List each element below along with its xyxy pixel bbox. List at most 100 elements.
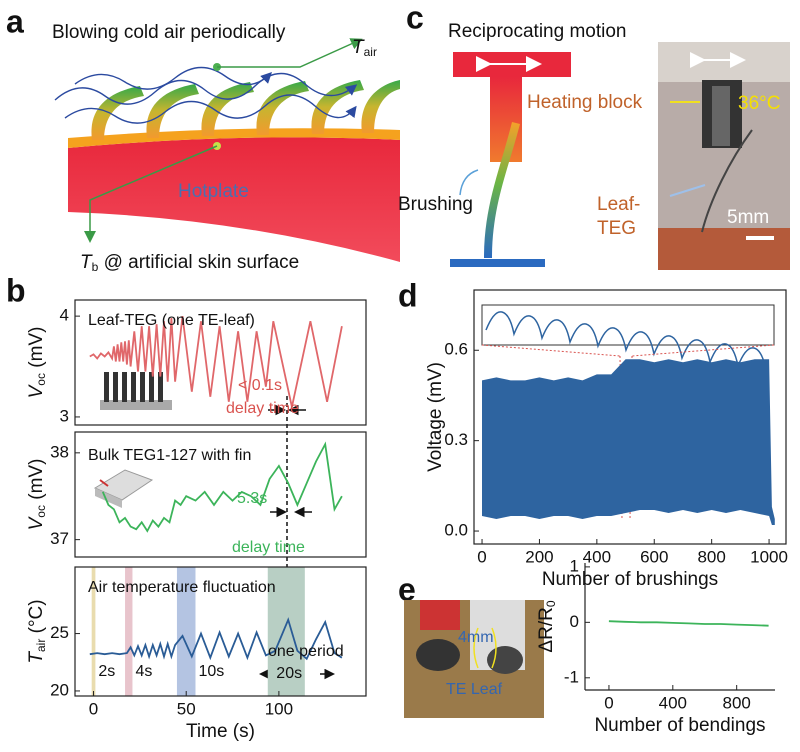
highlight-band bbox=[267, 567, 305, 696]
photo-part bbox=[712, 86, 730, 146]
annotation: Bulk TEG1-127 with fin bbox=[88, 447, 251, 464]
y-tick-label: 0.0 bbox=[444, 521, 468, 540]
plot-frame bbox=[74, 431, 367, 558]
annotation: 5.3s bbox=[237, 490, 267, 507]
panel-a: a Blowing cold air periodically Tair Hot… bbox=[6, 3, 400, 274]
y-axis-label-part: ΔR/R bbox=[536, 607, 557, 652]
e-photo bbox=[404, 600, 544, 718]
data-band bbox=[482, 359, 775, 525]
highlight-label: 2s bbox=[98, 663, 115, 680]
data-line bbox=[89, 315, 343, 408]
x-tick-label: 50 bbox=[177, 699, 196, 718]
y-axis-label-part: (mV) bbox=[26, 327, 47, 373]
x-tick-label: 1000 bbox=[750, 547, 788, 566]
highlight-band bbox=[91, 567, 96, 696]
label: TEG bbox=[597, 218, 636, 239]
y-tick-label: 38 bbox=[50, 442, 69, 461]
y-axis-label-part: air bbox=[34, 639, 48, 652]
x-tick-label: 400 bbox=[583, 547, 611, 566]
y-tick-label: 4 bbox=[60, 306, 69, 325]
photo-part bbox=[658, 228, 790, 270]
plot-frame bbox=[473, 289, 787, 545]
y-axis-label-part: oc bbox=[34, 505, 48, 518]
y-axis-label-part: oc bbox=[34, 373, 48, 386]
chart: 0.0 0.3 0.6 0 200 400 600 800 1000 Number of brus… bbox=[425, 289, 788, 590]
x-tick-label: 0 bbox=[89, 699, 98, 718]
label: 36°C bbox=[738, 93, 780, 114]
heatsink-inset bbox=[93, 469, 154, 508]
plot-frame bbox=[74, 566, 367, 697]
y-tick-label: 0.6 bbox=[444, 340, 468, 359]
y-tick-label: 3 bbox=[60, 406, 69, 425]
annotation: Leaf-TEG (one TE-leaf) bbox=[88, 312, 255, 329]
x-tick-label: 800 bbox=[697, 547, 725, 566]
chart: 2s 4s 10s 20s 20 25 0 50 100 Time (s) Tair (°C) Air… bbox=[26, 566, 367, 742]
zoom-lines bbox=[481, 344, 775, 521]
annotation: one period bbox=[268, 643, 344, 660]
hotplate bbox=[68, 137, 400, 262]
label: TE Leaf bbox=[446, 681, 503, 698]
annotation: delay time bbox=[232, 539, 305, 556]
data-line bbox=[89, 617, 343, 661]
data-line bbox=[608, 620, 769, 627]
y-tick-label: 0.3 bbox=[444, 430, 468, 449]
text: @ artificial skin surface bbox=[98, 252, 299, 273]
base bbox=[450, 259, 545, 267]
y-axis-label: Tair (°C) bbox=[26, 599, 48, 663]
panel-letter: d bbox=[398, 277, 418, 313]
y-axis-label: Voc (mV) bbox=[26, 327, 48, 399]
plot-frame bbox=[74, 299, 367, 426]
leaves bbox=[91, 80, 400, 140]
label: Heating block bbox=[527, 92, 643, 113]
x-tick-label: 0 bbox=[477, 547, 486, 566]
highlight-band bbox=[125, 567, 133, 696]
y-axis-label-part: (mV) bbox=[26, 459, 47, 505]
inset-signal bbox=[485, 311, 767, 371]
highlight-label: 20s bbox=[276, 665, 302, 682]
x-tick-label: 0 bbox=[604, 693, 613, 712]
panel-letter: c bbox=[406, 0, 424, 35]
scale-bar bbox=[746, 236, 774, 240]
panel-title: Blowing cold air periodically bbox=[52, 22, 286, 43]
y-axis-label-part: V bbox=[26, 515, 47, 530]
label: Hotplate bbox=[178, 181, 249, 202]
symbol: T bbox=[80, 252, 93, 273]
highlight-label: 10s bbox=[198, 663, 224, 680]
highlight-label: 4s bbox=[135, 663, 152, 680]
pointer bbox=[459, 169, 479, 196]
data-line bbox=[101, 441, 343, 533]
x-axis-label: Number of bendings bbox=[594, 715, 765, 736]
annotation: < 0.1s bbox=[238, 377, 282, 394]
y-tick-label: -1 bbox=[564, 667, 579, 686]
label: Brushing bbox=[398, 194, 473, 215]
x-axis-label: Time (s) bbox=[186, 721, 255, 742]
leader-line bbox=[217, 38, 363, 68]
x-tick-label: 200 bbox=[525, 547, 553, 566]
subscript: air bbox=[364, 45, 377, 59]
annotation: Air temperature fluctuation bbox=[88, 579, 276, 596]
x-tick-label: 600 bbox=[640, 547, 668, 566]
photo-part bbox=[658, 42, 790, 82]
y-tick-label: 25 bbox=[50, 623, 69, 642]
y-axis-label-part: 0 bbox=[544, 600, 558, 607]
subscript: b bbox=[92, 260, 99, 274]
panel-letter: b bbox=[6, 272, 26, 308]
y-axis-label-part: (°C) bbox=[26, 599, 47, 638]
fin-inset bbox=[100, 372, 172, 410]
photo-part bbox=[701, 129, 753, 233]
symbol: T bbox=[352, 37, 365, 58]
y-axis-label: Voc (mV) bbox=[26, 459, 48, 531]
pointer bbox=[669, 184, 706, 197]
x-tick-label: 800 bbox=[722, 693, 750, 712]
x-tick-label: 400 bbox=[659, 693, 687, 712]
panel-title: Reciprocating motion bbox=[448, 21, 626, 42]
leaf bbox=[484, 122, 520, 258]
y-axis-label-part: V bbox=[26, 383, 47, 398]
y-axis-label-part: T bbox=[26, 651, 47, 664]
panel-letter: a bbox=[6, 3, 24, 39]
leader-line bbox=[84, 145, 218, 243]
y-tick-label: 0 bbox=[570, 612, 579, 631]
